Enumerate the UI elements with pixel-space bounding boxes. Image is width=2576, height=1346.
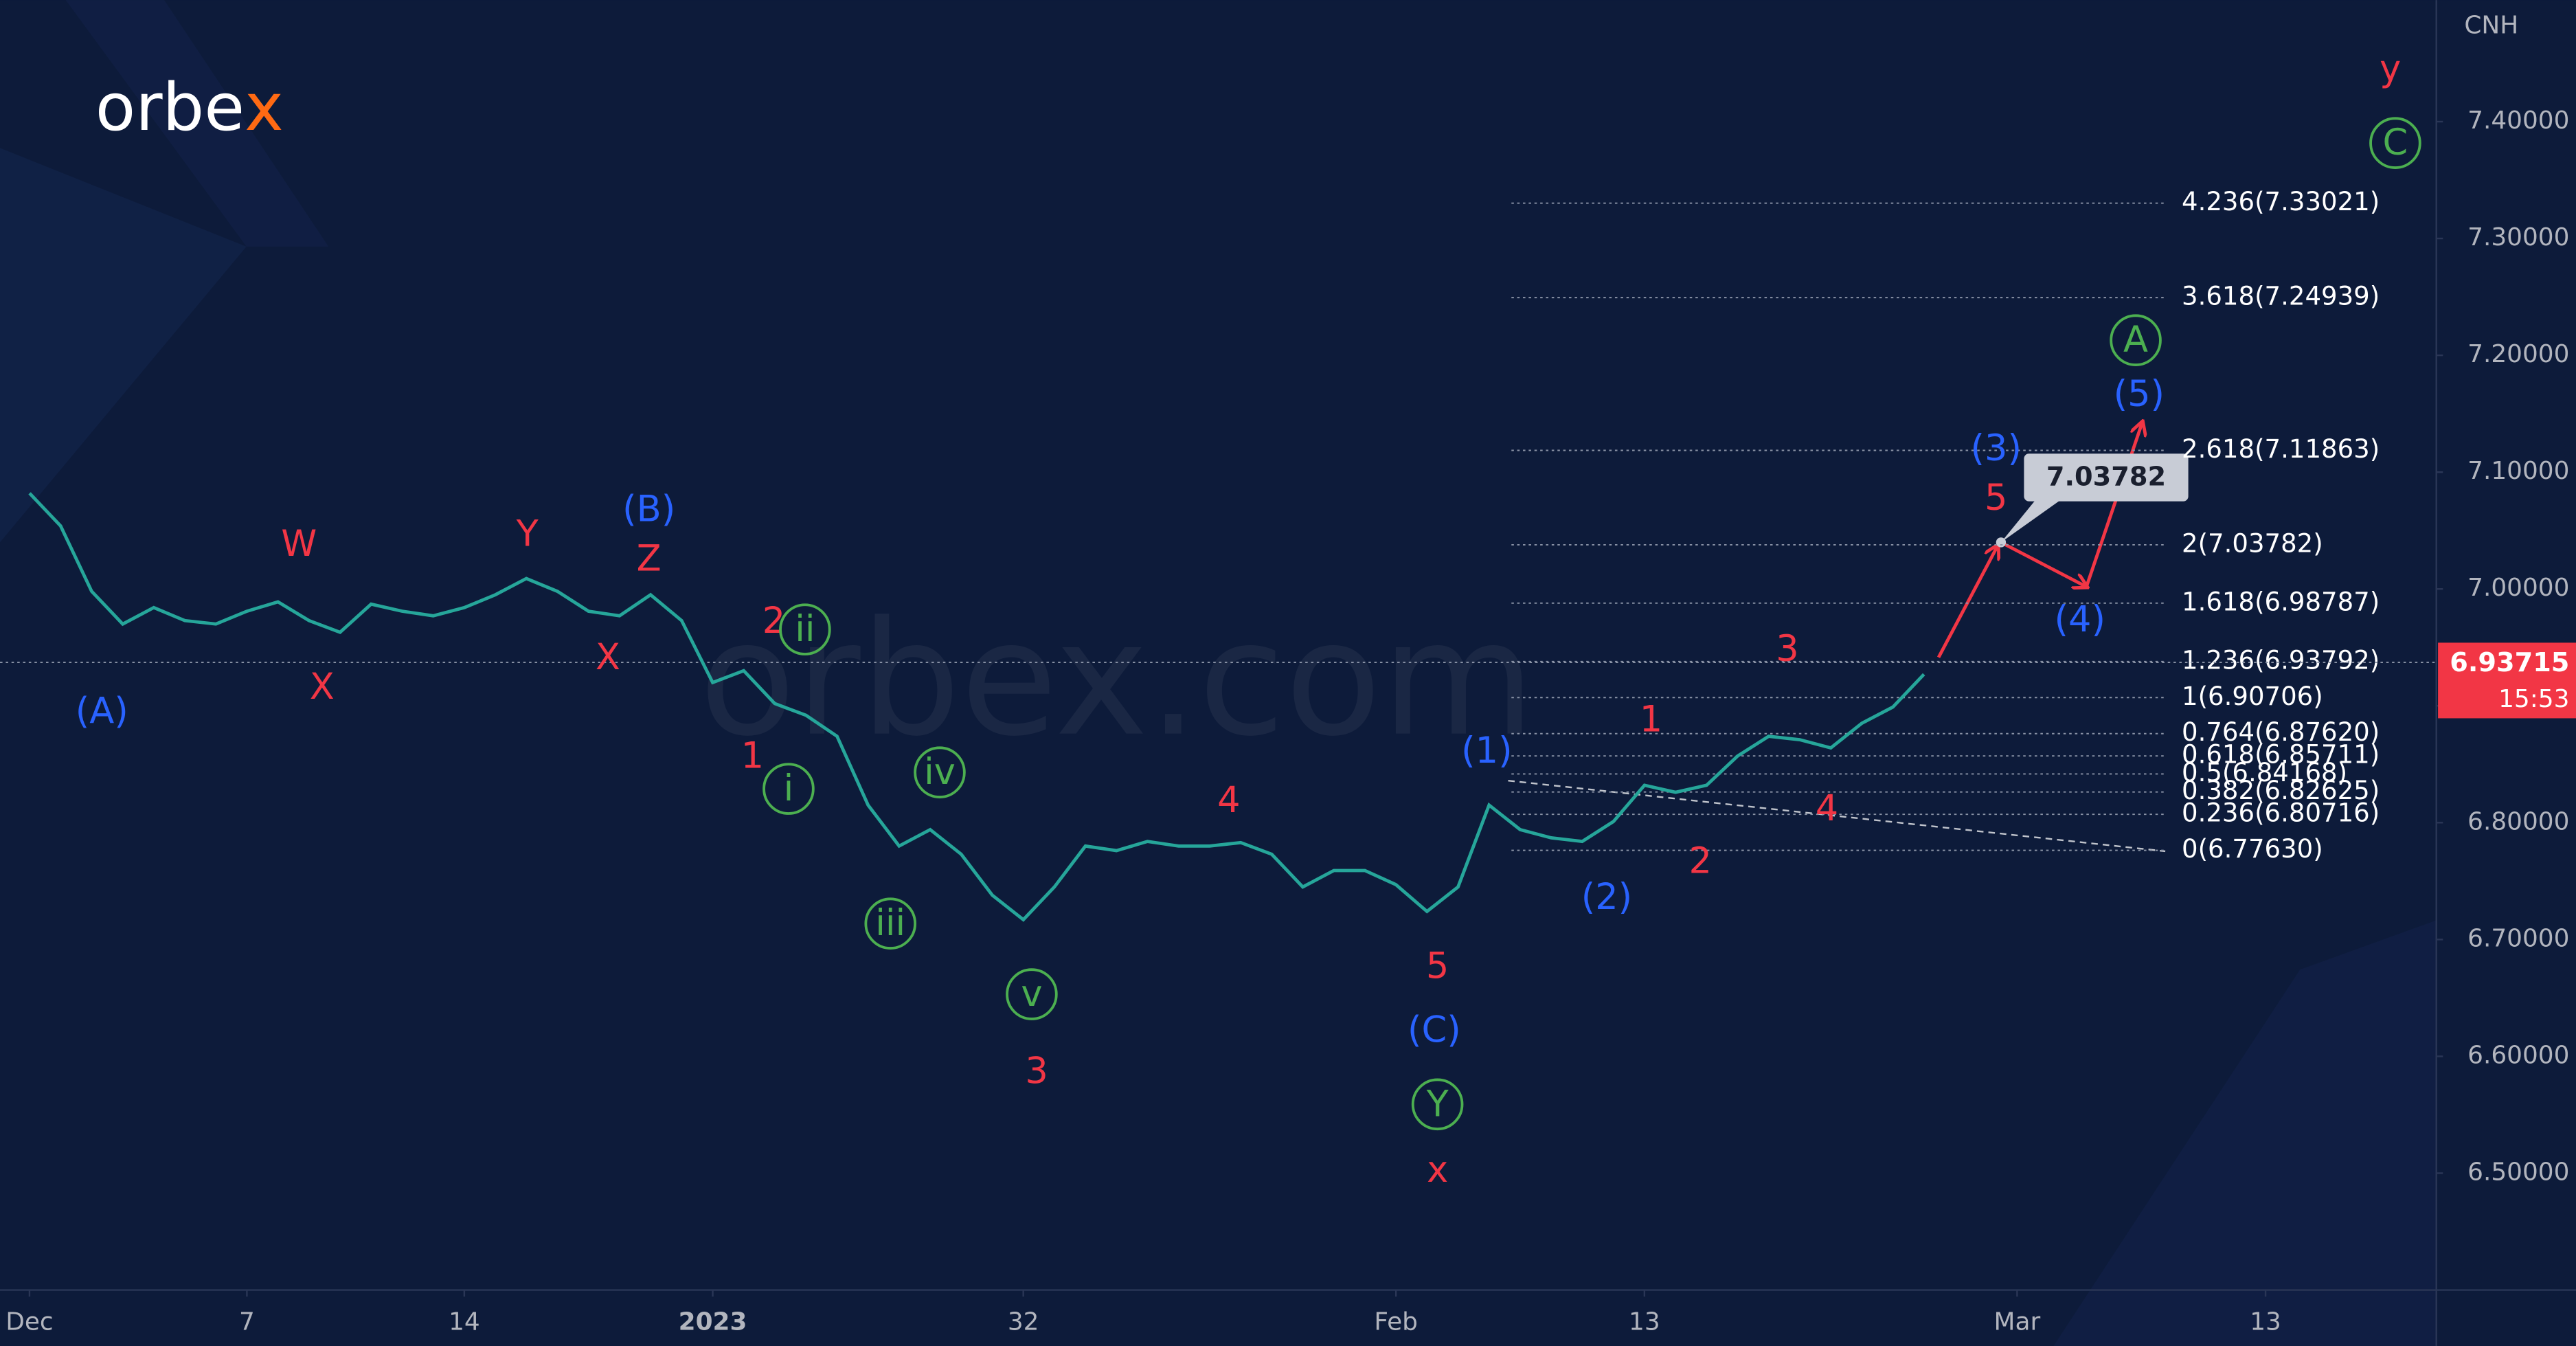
x-tick-label: Feb xyxy=(1374,1308,1417,1336)
fib-level-label: 3.618(7.24939) xyxy=(2182,282,2380,311)
wave-label-circle xyxy=(2110,314,2162,366)
wave-label-circle xyxy=(1411,1078,1464,1131)
fib-level-label: 2(7.03782) xyxy=(2182,528,2323,558)
logo: orbex xyxy=(95,69,284,146)
callout-label: 7.03782 xyxy=(2046,462,2166,493)
wave-label: (2) xyxy=(1581,876,1633,918)
wave-label: 1 xyxy=(1640,699,1662,741)
x-tick-label: 13 xyxy=(1629,1308,1660,1336)
wave-label: W xyxy=(281,523,317,565)
y-tick-label: 7.10000 xyxy=(2467,457,2569,485)
wave-label: (4) xyxy=(2054,598,2105,640)
wave-label: v xyxy=(1021,973,1042,1015)
decor-shape xyxy=(0,148,247,543)
wave-label: i xyxy=(784,767,794,809)
y-tick-label: 7.00000 xyxy=(2467,574,2569,602)
wave-label: 1 xyxy=(741,734,764,776)
wave-label: (A) xyxy=(76,691,128,732)
wave-label: 5 xyxy=(1426,945,1449,987)
x-tick-label: Dec xyxy=(5,1308,53,1336)
wave-label: Z xyxy=(637,537,662,579)
wave-label: Y xyxy=(1426,1083,1449,1125)
fib-level-label: 1.618(6.98787) xyxy=(2182,587,2380,616)
logo-text: orbe xyxy=(95,69,245,146)
wave-label-circle xyxy=(864,897,917,950)
callout-pointer xyxy=(2000,497,2064,543)
fib-level-label: 0.5(6.84168) xyxy=(2182,758,2347,787)
wave-label: C xyxy=(2383,122,2408,164)
wave-label-circle xyxy=(779,603,831,655)
wave-label: 3 xyxy=(1776,628,1798,670)
fib-level-label: 0.618(6.85711) xyxy=(2182,740,2380,770)
wave-label: (3) xyxy=(1971,427,2022,469)
y-tick-label: 7.20000 xyxy=(2467,340,2569,368)
last-price-box xyxy=(2438,642,2576,719)
wave-label: X xyxy=(310,666,335,708)
countdown-label: 15:53 xyxy=(2498,685,2569,713)
wave-label: (1) xyxy=(1461,730,1513,772)
plot-layer: 6.500006.600006.700006.800006.900007.000… xyxy=(0,48,2576,1336)
callout-box xyxy=(2024,453,2189,502)
fib-level-label: 0(6.77630) xyxy=(2182,834,2323,864)
wave-label: ii xyxy=(795,608,815,650)
fib-level-label: 1.236(6.93792) xyxy=(2182,645,2380,675)
currency-label: CNH xyxy=(2464,11,2518,39)
y-tick-label: 6.80000 xyxy=(2467,807,2569,835)
decor-shape xyxy=(2053,920,2437,1346)
wave-label: y xyxy=(2380,48,2401,90)
fib-level-label: 2.618(7.11863) xyxy=(2182,434,2380,464)
fib-level-label: 0.382(6.82625) xyxy=(2182,776,2380,805)
fib-level-label: 4.236(7.33021) xyxy=(2182,187,2380,216)
wave-label-circle xyxy=(2369,117,2421,170)
x-tick-label: Mar xyxy=(1994,1308,2041,1336)
price-line xyxy=(28,492,1925,922)
x-tick-label: 32 xyxy=(1008,1308,1039,1336)
wave-label: (5) xyxy=(2114,373,2165,415)
fib-level-label: 0.764(6.87620) xyxy=(2182,717,2380,747)
wave-label: x xyxy=(1427,1149,1448,1191)
wave-label: iii xyxy=(875,902,905,944)
x-tick-label: 2023 xyxy=(679,1308,747,1336)
wave-label: X xyxy=(596,636,620,678)
wave-label: 3 xyxy=(1025,1050,1048,1092)
wave-label-circle xyxy=(762,763,815,815)
wave-label: iv xyxy=(924,751,956,793)
x-tick-label: 7 xyxy=(239,1308,255,1336)
x-tick-label: 13 xyxy=(2250,1308,2281,1336)
x-tick-label: 14 xyxy=(449,1308,480,1336)
wave-label: (B) xyxy=(622,489,675,530)
y-tick-label: 7.40000 xyxy=(2467,106,2569,135)
wave-label-circle xyxy=(1006,968,1058,1020)
wave-label-circle xyxy=(914,746,966,798)
last-price-label: 6.93715 xyxy=(2450,647,2569,678)
fib-level-label: 1(6.90706) xyxy=(2182,682,2323,711)
y-tick-label: 6.60000 xyxy=(2467,1041,2569,1069)
y-tick-label: 7.30000 xyxy=(2467,223,2569,251)
projection-arrow xyxy=(1936,546,1998,658)
y-tick-label: 6.50000 xyxy=(2467,1158,2569,1186)
fib-level-label: 0.236(6.80716) xyxy=(2182,798,2380,828)
wave-label: Y xyxy=(516,513,539,554)
projection-arrow xyxy=(2000,541,2086,587)
wave-label: 4 xyxy=(1217,779,1240,821)
wave-label: A xyxy=(2123,319,2148,361)
wave-label: (C) xyxy=(1408,1009,1461,1051)
decor-shape xyxy=(65,0,329,247)
wave-label: 5 xyxy=(1985,477,2007,519)
logo-accent: x xyxy=(245,69,284,146)
wave-label: 4 xyxy=(1816,787,1838,829)
wave-label: 2 xyxy=(1689,840,1712,882)
y-tick-label: 6.70000 xyxy=(2467,924,2569,952)
